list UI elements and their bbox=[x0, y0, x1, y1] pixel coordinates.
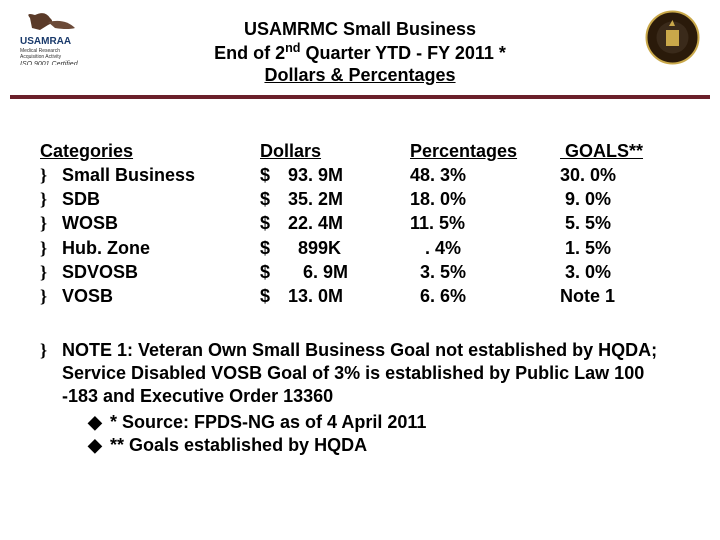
percent-cell: 6. 6% bbox=[410, 284, 560, 308]
percent-cell: 11. 5% bbox=[410, 211, 560, 235]
note-text: NOTE 1: Veteran Own Small Business Goal … bbox=[62, 339, 680, 458]
bullet-icon: } bbox=[40, 211, 62, 235]
category-label: Hub. Zone bbox=[62, 236, 150, 260]
dollars-cell: $13. 0M bbox=[260, 284, 410, 308]
usamraa-logo: USAMRAA Medical Research Acquisition Act… bbox=[20, 10, 110, 65]
bullet-icon: } bbox=[40, 339, 62, 458]
bullet-icon: } bbox=[40, 163, 62, 187]
sub-bullet-icon: ◆ bbox=[88, 434, 110, 457]
goal-cell: Note 1 bbox=[560, 284, 680, 308]
dollars-cell: $35. 2M bbox=[260, 187, 410, 211]
bullet-icon: } bbox=[40, 260, 62, 284]
slide-title: USAMRMC Small Business End of 2nd Quarte… bbox=[20, 10, 700, 93]
header-percentages: Percentages bbox=[410, 139, 560, 163]
category-label: Small Business bbox=[62, 163, 195, 187]
data-table: CategoriesDollarsPercentages GOALS**}Sma… bbox=[0, 99, 720, 309]
notes-section: } NOTE 1: Veteran Own Small Business Goa… bbox=[0, 309, 720, 458]
svg-text:ISO 9001 Certified: ISO 9001 Certified bbox=[20, 61, 79, 65]
sub-note-row: ◆** Goals established by HQDA bbox=[88, 434, 680, 457]
category-cell: }VOSB bbox=[40, 284, 260, 308]
category-cell: }SDB bbox=[40, 187, 260, 211]
header: USAMRAA Medical Research Acquisition Act… bbox=[0, 0, 720, 93]
bullet-icon: } bbox=[40, 187, 62, 211]
dollars-cell: $ 899K bbox=[260, 236, 410, 260]
header-dollars: Dollars bbox=[260, 139, 410, 163]
dollars-cell: $93. 9M bbox=[260, 163, 410, 187]
goal-cell: 5. 5% bbox=[560, 211, 680, 235]
goal-cell: 1. 5% bbox=[560, 236, 680, 260]
category-cell: }WOSB bbox=[40, 211, 260, 235]
sub-note-row: ◆* Source: FPDS-NG as of 4 April 2011 bbox=[88, 411, 680, 434]
goal-cell: 30. 0% bbox=[560, 163, 680, 187]
percent-cell: 48. 3% bbox=[410, 163, 560, 187]
percent-cell: . 4% bbox=[410, 236, 560, 260]
sub-note-text: * Source: FPDS-NG as of 4 April 2011 bbox=[110, 411, 426, 434]
category-cell: }SDVOSB bbox=[40, 260, 260, 284]
title-line-1: USAMRMC Small Business bbox=[20, 18, 700, 41]
dollars-cell: $ 6. 9M bbox=[260, 260, 410, 284]
header-categories: Categories bbox=[40, 139, 260, 163]
dollars-cell: $22. 4M bbox=[260, 211, 410, 235]
percent-cell: 18. 0% bbox=[410, 187, 560, 211]
goal-cell: 3. 0% bbox=[560, 260, 680, 284]
category-label: VOSB bbox=[62, 284, 113, 308]
header-goals: GOALS** bbox=[560, 139, 680, 163]
goal-cell: 9. 0% bbox=[560, 187, 680, 211]
category-cell: }Small Business bbox=[40, 163, 260, 187]
sub-note-text: ** Goals established by HQDA bbox=[110, 434, 367, 457]
category-label: WOSB bbox=[62, 211, 118, 235]
category-label: SDVOSB bbox=[62, 260, 138, 284]
bullet-icon: } bbox=[40, 284, 62, 308]
category-label: SDB bbox=[62, 187, 100, 211]
svg-text:USAMRAA: USAMRAA bbox=[20, 36, 71, 47]
sub-bullet-icon: ◆ bbox=[88, 411, 110, 434]
percent-cell: 3. 5% bbox=[410, 260, 560, 284]
category-cell: }Hub. Zone bbox=[40, 236, 260, 260]
title-line-3: Dollars & Percentages bbox=[20, 64, 700, 87]
bullet-icon: } bbox=[40, 236, 62, 260]
army-seal-icon bbox=[645, 10, 700, 65]
svg-text:Acquisition Activity: Acquisition Activity bbox=[20, 54, 62, 60]
title-line-2: End of 2nd Quarter YTD - FY 2011 * bbox=[20, 41, 700, 65]
